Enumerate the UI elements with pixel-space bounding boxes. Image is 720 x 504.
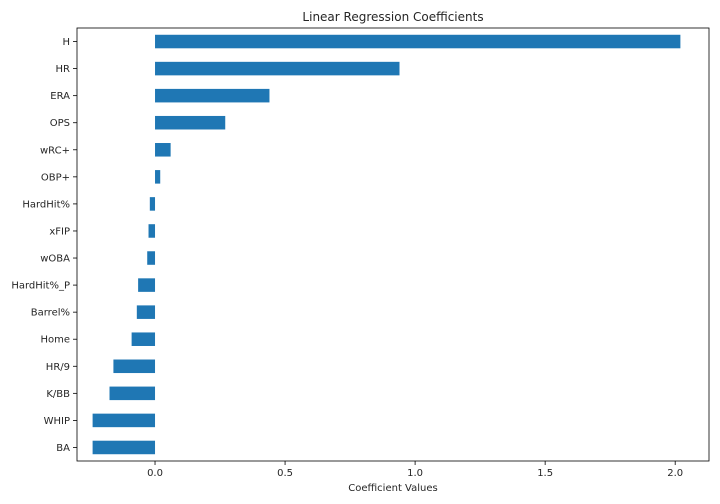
plot-area bbox=[76, 27, 710, 462]
y-tick-label: OPS bbox=[50, 118, 70, 129]
y-tick-label: wOBA bbox=[40, 254, 70, 265]
bar-HR/9 bbox=[113, 359, 156, 374]
y-tick-label: Home bbox=[40, 335, 70, 346]
y-tick-label: Barrel% bbox=[31, 308, 70, 319]
bar-OPS bbox=[155, 115, 226, 130]
bar-K/BB bbox=[109, 386, 156, 401]
bar-HardHit% bbox=[149, 197, 156, 211]
y-tick-label: H bbox=[62, 37, 70, 48]
bar-H bbox=[155, 34, 681, 49]
y-tick-label: HR/9 bbox=[46, 362, 70, 373]
y-tick-label: HR bbox=[56, 64, 71, 75]
bar-Home bbox=[131, 332, 156, 346]
x-axis: 0.0 0.5 1.0 1.5 2.0 bbox=[147, 461, 683, 479]
chart-title: Linear Regression Coefficients bbox=[302, 10, 483, 24]
y-tick-label: BA bbox=[56, 443, 70, 454]
bars-group bbox=[92, 34, 681, 455]
y-tick-label: wRC+ bbox=[40, 145, 70, 156]
x-tick-label: 0.0 bbox=[147, 468, 163, 479]
y-tick-label: HardHit% bbox=[22, 199, 70, 210]
y-tick-label: OBP+ bbox=[41, 172, 70, 183]
y-axis: H HR ERA OPS wRC+ OBP+ HardHit% xFIP wOBA HardHit… bbox=[11, 37, 77, 454]
bar-ERA bbox=[155, 88, 270, 103]
bar-wOBA bbox=[147, 251, 156, 265]
bar-wRC+ bbox=[155, 143, 171, 157]
y-tick-label: K/BB bbox=[46, 389, 70, 400]
x-tick-label: 0.5 bbox=[277, 468, 293, 479]
bar-BA bbox=[92, 440, 156, 455]
x-tick-label: 1.0 bbox=[407, 468, 423, 479]
bar-HR bbox=[155, 61, 400, 76]
bar-HardHit%_P bbox=[138, 278, 156, 292]
bar-OBP+ bbox=[155, 170, 161, 184]
y-tick-label: WHIP bbox=[44, 416, 70, 427]
x-tick-label: 1.5 bbox=[537, 468, 553, 479]
bar-WHIP bbox=[92, 413, 156, 428]
y-tick-label: ERA bbox=[50, 91, 70, 102]
y-tick-label: xFIP bbox=[49, 226, 70, 237]
x-tick-label: 2.0 bbox=[667, 468, 683, 479]
y-tick-label: HardHit%_P bbox=[11, 281, 70, 292]
x-axis-label: Coefficient Values bbox=[348, 483, 437, 494]
bar-Barrel% bbox=[136, 305, 156, 319]
bar-xFIP bbox=[148, 224, 156, 238]
